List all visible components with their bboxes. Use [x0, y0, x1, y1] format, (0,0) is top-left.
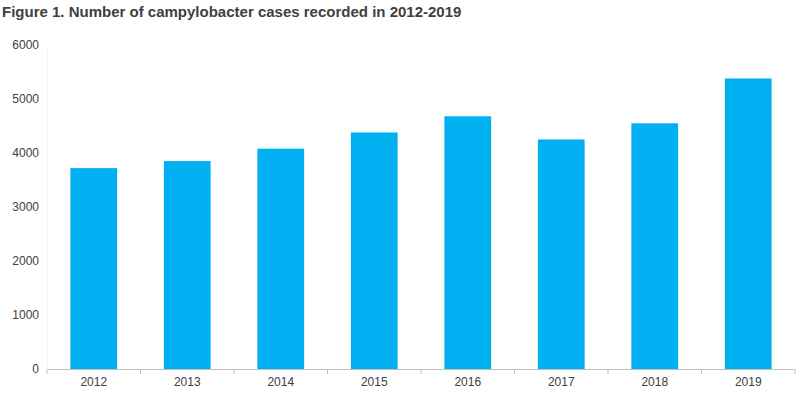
y-tick: 5000	[12, 92, 47, 106]
x-boundary-tick	[327, 369, 328, 374]
x-tick-label: 2015	[361, 375, 388, 389]
x-boundary-tick	[421, 369, 422, 374]
bar	[725, 78, 772, 369]
bar	[164, 161, 211, 369]
y-tick: 3000	[12, 200, 47, 214]
x-boundary-tick	[234, 369, 235, 374]
y-tick-label: 5000	[12, 92, 39, 106]
y-axis-line	[47, 46, 48, 370]
y-axis: 0 1000 2000 3000 4000 5000 6000	[12, 38, 47, 376]
x-tick: 2017	[548, 369, 575, 389]
y-tick-label: 6000	[12, 38, 39, 52]
y-tick-label: 3000	[12, 200, 39, 214]
y-tick: 1000	[12, 308, 47, 322]
x-tick-label: 2018	[641, 375, 668, 389]
plot: 0100020003000400050006000201220132014201…	[12, 38, 795, 388]
x-tick-label: 2012	[80, 375, 107, 389]
x-tick-label: 2016	[454, 375, 481, 389]
x-tick-label: 2019	[735, 375, 762, 389]
x-tick: 2015	[361, 369, 388, 389]
x-tick: 2013	[174, 369, 201, 389]
bar	[538, 140, 585, 370]
bar	[70, 168, 117, 369]
x-tick: 2014	[267, 369, 294, 389]
x-boundary-tick	[47, 369, 48, 374]
x-boundary-tick	[701, 369, 702, 374]
y-tick: 4000	[12, 146, 47, 160]
x-tick-label: 2014	[267, 375, 294, 389]
y-tick-label: 0	[32, 362, 39, 376]
x-axis: 2012 2013 2014 2015 2016 2017 2018 2019	[47, 369, 796, 389]
x-tick: 2012	[80, 369, 107, 389]
x-boundary-tick	[514, 369, 515, 374]
bars	[70, 78, 771, 369]
bar	[351, 132, 398, 369]
x-boundary-tick	[795, 369, 796, 374]
x-tick: 2018	[641, 369, 668, 389]
y-tick-label: 1000	[12, 308, 39, 322]
bar	[631, 123, 678, 369]
x-boundary-tick	[140, 369, 141, 374]
chart: Figure 1. Number of campylobacter cases …	[0, 0, 800, 397]
y-tick: 2000	[12, 254, 47, 268]
bar	[444, 116, 491, 369]
x-boundary-ticks	[47, 369, 795, 374]
x-tick-label: 2017	[548, 375, 575, 389]
y-tick: 6000	[12, 38, 47, 52]
y-tick-label: 4000	[12, 146, 39, 160]
y-tick: 0	[32, 362, 47, 376]
x-boundary-tick	[608, 369, 609, 374]
x-tick-label: 2013	[174, 375, 201, 389]
title: Figure 1. Number of campylobacter cases …	[2, 3, 461, 20]
y-tick-label: 2000	[12, 254, 39, 268]
x-tick: 2019	[735, 369, 762, 389]
bar	[257, 149, 304, 369]
x-tick: 2016	[454, 369, 481, 389]
